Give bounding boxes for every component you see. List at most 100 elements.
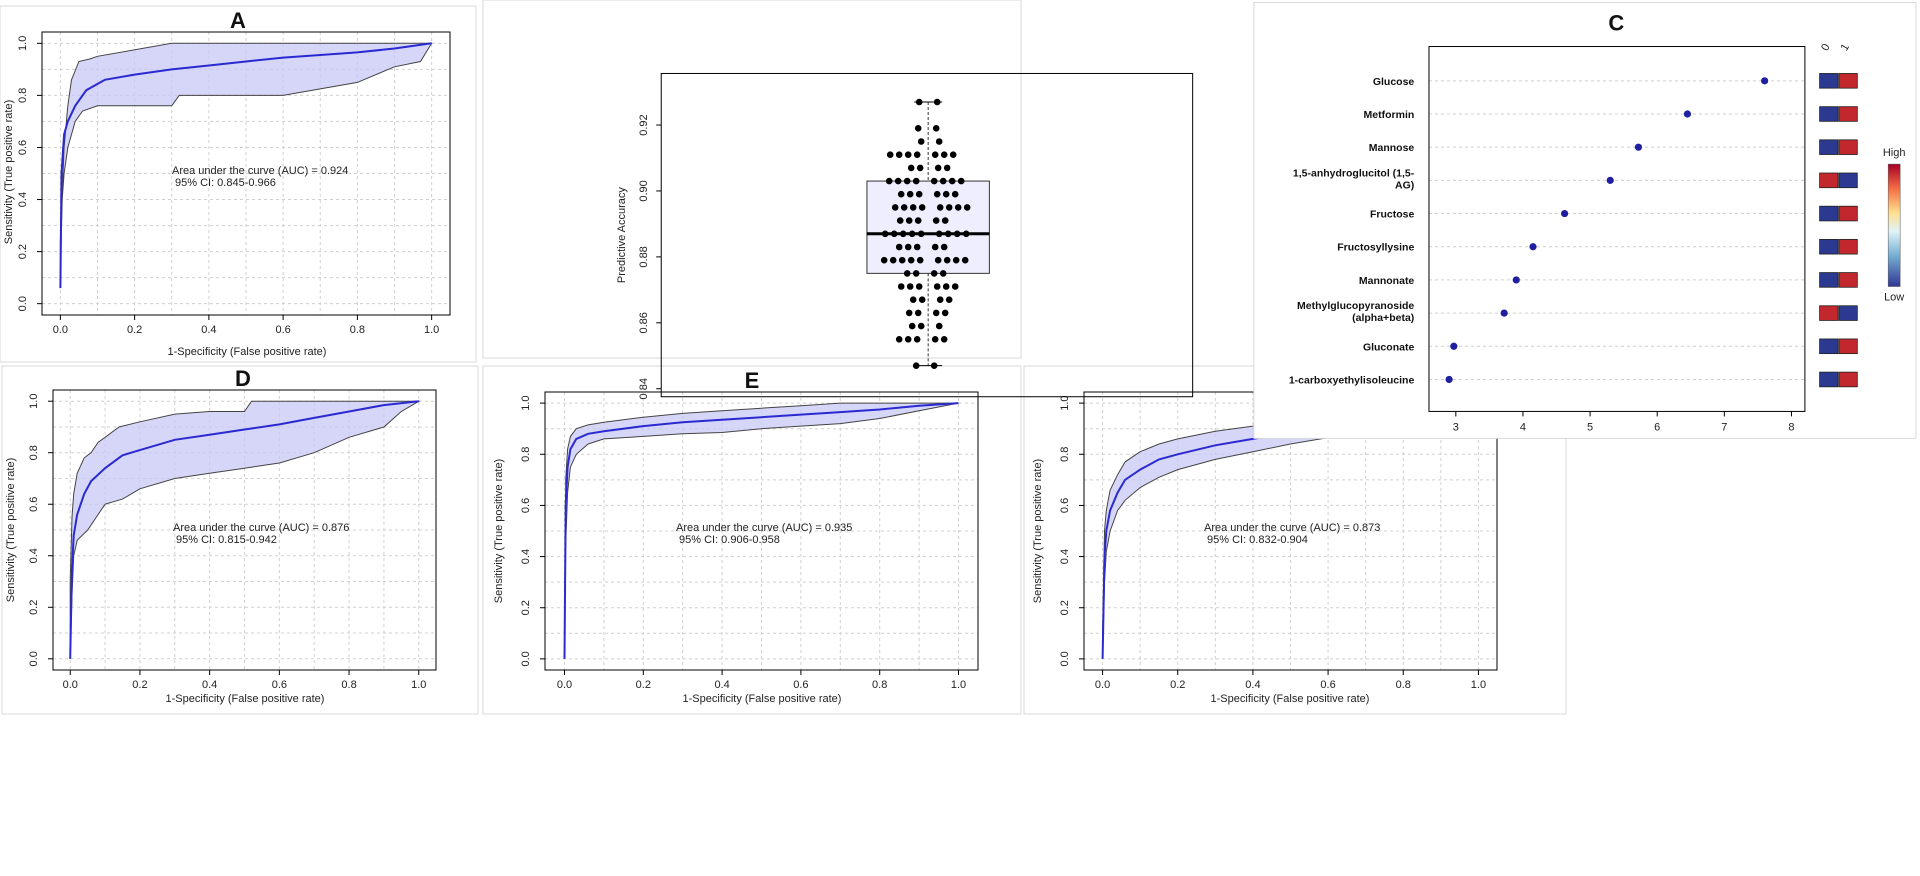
y-tick-label: 0.92 bbox=[638, 114, 650, 135]
feature-label-line: Fructose bbox=[1370, 209, 1415, 221]
accuracy-point bbox=[909, 204, 917, 211]
feature-label-line: Mannose bbox=[1369, 142, 1415, 154]
heatmap-cell-low bbox=[1819, 205, 1839, 222]
accuracy-point bbox=[908, 322, 916, 330]
x-axis-label: 1-Specificity (False positive rate) bbox=[1211, 693, 1370, 705]
feature-label-line: 1,5-anhydroglucitol (1,5- bbox=[1293, 167, 1415, 179]
importance-point bbox=[1560, 209, 1569, 218]
accuracy-point bbox=[935, 230, 943, 238]
y-tick-label: 0.6 bbox=[1059, 498, 1071, 513]
x-tick-label: 0.0 bbox=[63, 679, 78, 691]
x-tick-label: 1.0 bbox=[411, 679, 426, 691]
accuracy-point bbox=[909, 296, 917, 304]
accuracy-point bbox=[912, 362, 920, 370]
panel-frame bbox=[482, 0, 1022, 359]
legend-high-label: High bbox=[1883, 147, 1906, 159]
heatmap-cell-high bbox=[1838, 238, 1858, 255]
importance-point bbox=[1529, 243, 1537, 251]
x-tick-label: 0.2 bbox=[636, 679, 651, 691]
accuracy-point bbox=[961, 256, 969, 264]
y-tick-label: 0.0 bbox=[520, 651, 532, 666]
heatmap-cell-low bbox=[1819, 238, 1839, 255]
feature-label-line: Metformin bbox=[1364, 109, 1415, 121]
y-tick-label: 0.4 bbox=[17, 192, 29, 207]
ci-annotation: 95% CI: 0.815-0.942 bbox=[176, 534, 277, 546]
y-tick-label: 0.6 bbox=[17, 140, 29, 155]
accuracy-point bbox=[903, 270, 911, 277]
accuracy-point bbox=[904, 336, 912, 343]
panel-a: 0.0 0.2 0.4 0.6 0.8 1.0 0.0 0.2 0.4 0.6 0.8 1.0 1-Sp… bbox=[0, 5, 477, 363]
x-tick-label: 4 bbox=[1520, 421, 1526, 433]
heatmap-cell-high bbox=[1838, 73, 1858, 89]
accuracy-point bbox=[918, 204, 926, 211]
accuracy-point bbox=[943, 164, 951, 172]
accuracy-point bbox=[889, 256, 897, 264]
auc-annotation: Area under the curve (AUC) = 0.935 bbox=[676, 522, 852, 534]
x-axis-label: 1-Specificity (False positive rate) bbox=[166, 693, 325, 705]
y-tick-label: 0.2 bbox=[17, 244, 29, 259]
panel-label: E bbox=[745, 368, 760, 393]
accuracy-point bbox=[934, 256, 942, 264]
panel-label: C bbox=[1608, 11, 1624, 36]
x-tick-label: 0.8 bbox=[872, 679, 887, 691]
accuracy-point bbox=[933, 98, 941, 106]
x-tick-label: 0.6 bbox=[275, 324, 290, 336]
y-tick-label: 0.2 bbox=[1059, 600, 1071, 615]
y-tick-label: 0.84 bbox=[638, 378, 650, 399]
auc-annotation: Area under the curve (AUC) = 0.876 bbox=[173, 522, 349, 534]
x-tick-label: 0.6 bbox=[793, 679, 808, 691]
feature-label: Methylglucopyranoside (alpha+beta) bbox=[1297, 300, 1414, 324]
accuracy-point bbox=[896, 217, 904, 224]
heatmap-column-label: 0 bbox=[1819, 42, 1832, 53]
accuracy-point bbox=[962, 230, 970, 238]
feature-label-line: 1-carboxyethylisoleucine bbox=[1289, 374, 1415, 386]
x-tick-label: 0.6 bbox=[272, 679, 287, 691]
accuracy-point bbox=[895, 336, 903, 343]
y-axis-label: Sensitivity (True positive rate) bbox=[3, 100, 15, 244]
y-tick-label: 0.8 bbox=[520, 447, 532, 462]
panel-e: 0.0 0.2 0.4 0.6 0.8 1.0 0.0 0.2 0.4 0.6 0.8 1.0 1-Sp… bbox=[482, 365, 1022, 715]
heatmap-cell-low bbox=[1819, 73, 1839, 89]
accuracy-point bbox=[898, 256, 906, 264]
accuracy-point bbox=[895, 151, 903, 158]
accuracy-point bbox=[914, 309, 922, 317]
importance-point bbox=[1606, 176, 1614, 184]
y-tick-label: 0.88 bbox=[638, 246, 650, 267]
accuracy-point bbox=[933, 283, 941, 290]
auc-annotation: Area under the curve (AUC) = 0.924 bbox=[172, 165, 348, 177]
x-tick-label: 0.6 bbox=[1320, 679, 1335, 691]
importance-point bbox=[1683, 110, 1692, 118]
accuracy-point bbox=[916, 164, 924, 172]
panel-c: Glucose Metformin Mannose 1,5-anhydroglucit… bbox=[1253, 1, 1917, 439]
x-tick-label: 0.8 bbox=[341, 679, 356, 691]
y-tick-label: 0.2 bbox=[28, 600, 40, 615]
feature-label: Fructose bbox=[1370, 209, 1415, 221]
accuracy-point bbox=[944, 230, 952, 238]
heatmap-cell-high bbox=[1819, 172, 1839, 189]
importance-point bbox=[1450, 342, 1458, 350]
accuracy-point bbox=[908, 230, 916, 238]
y-axis-label: Sensitivity (True positive rate) bbox=[5, 458, 17, 602]
accuracy-point bbox=[904, 151, 912, 158]
accuracy-point bbox=[914, 125, 922, 132]
x-tick-label: 8 bbox=[1788, 421, 1794, 433]
y-tick-label: 0.6 bbox=[520, 498, 532, 513]
ci-band bbox=[564, 402, 959, 659]
feature-label-line: (alpha+beta) bbox=[1352, 312, 1414, 324]
y-axis-label: Sensitivity (True positive rate) bbox=[1032, 459, 1044, 603]
accuracy-point bbox=[914, 217, 922, 224]
feature-label: 1-carboxyethylisoleucine bbox=[1289, 374, 1415, 386]
heatmap-cell-high bbox=[1838, 338, 1858, 355]
accuracy-point bbox=[917, 138, 925, 145]
accuracy-point bbox=[918, 296, 926, 304]
accuracy-point bbox=[907, 164, 915, 172]
accuracy-point bbox=[943, 256, 951, 264]
ci-annotation: 95% CI: 0.832-0.904 bbox=[1207, 534, 1308, 546]
accuracy-point bbox=[916, 256, 924, 264]
accuracy-point bbox=[912, 177, 920, 185]
heatmap-column-label: 1 bbox=[1839, 42, 1852, 53]
heatmap-cell-high bbox=[1838, 371, 1858, 388]
y-tick-label: 0.2 bbox=[520, 600, 532, 615]
x-tick-label: 0.8 bbox=[1396, 679, 1411, 691]
accuracy-point bbox=[948, 177, 956, 185]
